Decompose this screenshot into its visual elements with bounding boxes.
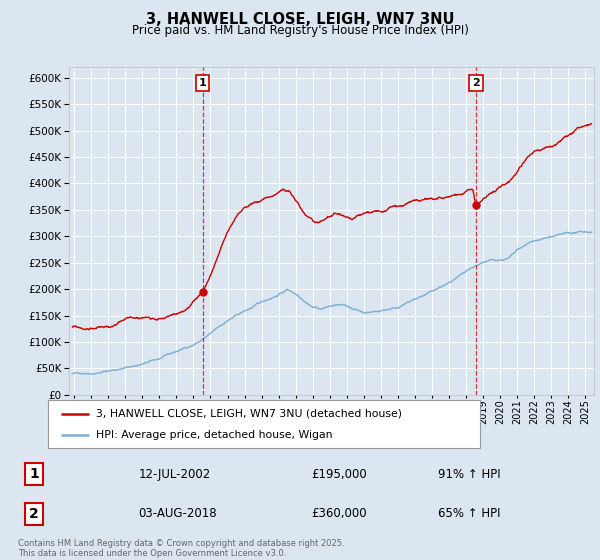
- Text: 12-JUL-2002: 12-JUL-2002: [139, 468, 211, 480]
- Text: 03-AUG-2018: 03-AUG-2018: [139, 507, 217, 520]
- Text: 2: 2: [472, 78, 480, 88]
- Text: Price paid vs. HM Land Registry's House Price Index (HPI): Price paid vs. HM Land Registry's House …: [131, 24, 469, 36]
- Text: HPI: Average price, detached house, Wigan: HPI: Average price, detached house, Wiga…: [95, 430, 332, 440]
- Text: 3, HANWELL CLOSE, LEIGH, WN7 3NU (detached house): 3, HANWELL CLOSE, LEIGH, WN7 3NU (detach…: [95, 409, 401, 419]
- Text: 1: 1: [199, 78, 206, 88]
- Text: 91% ↑ HPI: 91% ↑ HPI: [438, 468, 501, 480]
- Text: 65% ↑ HPI: 65% ↑ HPI: [438, 507, 501, 520]
- Text: Contains HM Land Registry data © Crown copyright and database right 2025.
This d: Contains HM Land Registry data © Crown c…: [18, 539, 344, 558]
- Text: £360,000: £360,000: [311, 507, 367, 520]
- Text: £195,000: £195,000: [311, 468, 367, 480]
- Text: 3, HANWELL CLOSE, LEIGH, WN7 3NU: 3, HANWELL CLOSE, LEIGH, WN7 3NU: [146, 12, 454, 27]
- Text: 2: 2: [29, 507, 39, 521]
- Text: 1: 1: [29, 467, 39, 481]
